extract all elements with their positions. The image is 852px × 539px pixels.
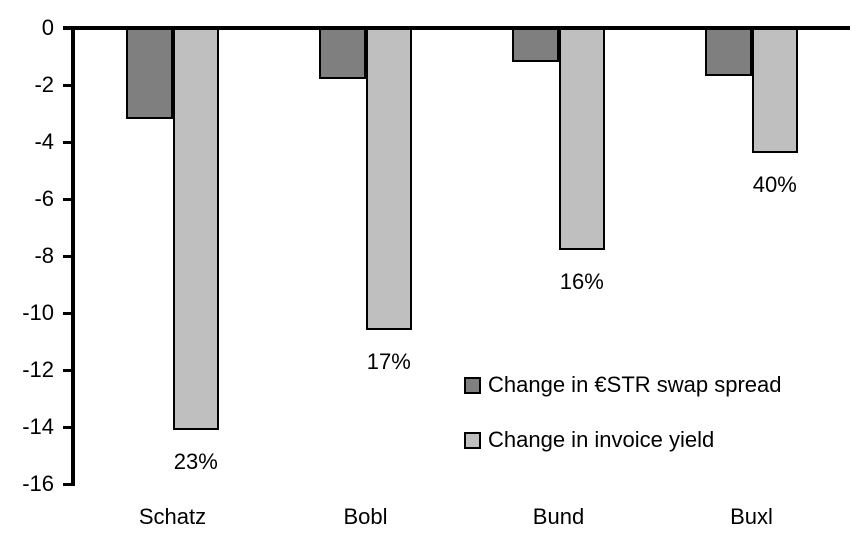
bar-value-label: 40% [752,172,797,198]
y-tick-mark [63,140,75,144]
y-tick-label: -2 [34,72,54,97]
y-tick-label: -10 [22,300,54,325]
legend-label-invoice-yield: Change in invoice yield [488,427,715,452]
bar-invoice-yield [172,28,219,430]
bar-invoice-yield [365,28,412,331]
y-tick-mark [63,482,75,486]
x-axis-zero-line [63,26,850,30]
y-tick-mark [63,254,75,258]
y-axis-line [71,26,75,486]
y-tick-mark [63,311,75,315]
y-tick-label: -6 [34,186,54,211]
legend-item-invoice-yield: Change in invoice yield [464,427,714,453]
y-tick-label: -14 [22,414,54,439]
bar-estr-swap-spread [319,28,366,80]
legend-swatch-invoice-yield-icon [464,431,481,449]
bar-estr-swap-spread [126,28,173,120]
category-label: Bund [532,504,585,529]
y-tick-label: -8 [34,243,54,268]
category-label: Buxl [730,504,773,529]
category-label: Bobl [343,504,388,529]
legend-label-estr-swap-spread: Change in €STR swap spread [488,372,782,397]
bar-estr-swap-spread [512,28,559,63]
bar-value-label: 17% [366,349,411,375]
y-tick-label: -16 [22,471,54,496]
y-tick-mark [63,83,75,87]
y-tick-mark [63,197,75,201]
bar-invoice-yield [558,28,605,251]
y-tick-label: 0 [41,15,54,40]
bar-invoice-yield [751,28,798,154]
bar-value-label: 16% [559,269,604,295]
category-label: Schatz [138,504,207,529]
bar-estr-swap-spread [705,28,752,77]
y-tick-label: -4 [34,129,54,154]
y-tick-mark [63,425,75,429]
legend-swatch-estr-swap-spread-icon [464,376,481,394]
legend-item-estr-swap-spread: Change in €STR swap spread [464,372,782,398]
y-tick-mark [63,368,75,372]
y-tick-label: -12 [22,357,54,382]
bar-value-label: 23% [173,448,218,474]
